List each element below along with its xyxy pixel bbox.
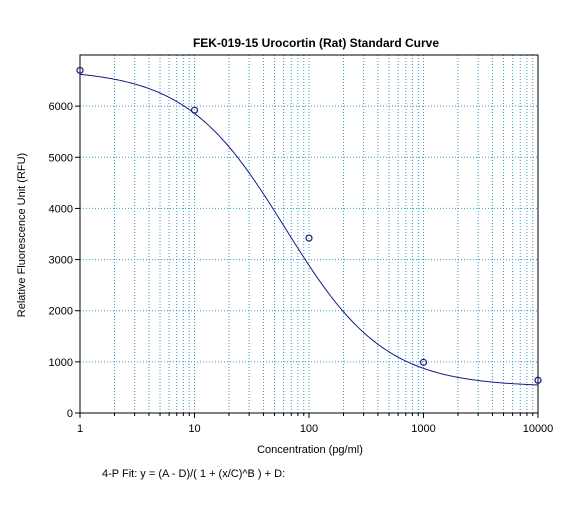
y-tick-label: 1000 [49,357,73,369]
data-point [76,66,84,74]
y-tick-label: 0 [67,408,73,420]
chart-title: FEK-019-15 Urocortin (Rat) Standard Curv… [193,36,439,50]
data-point [305,234,313,242]
y-tick-label: 4000 [49,203,73,215]
y-tick-label: 6000 [49,101,73,113]
x-tick-label: 1 [77,423,83,435]
x-tick-label: 10 [188,423,200,435]
x-tick-label: 1000 [411,423,435,435]
x-axis-label: Concentration (pg/ml) [257,444,363,456]
data-points [76,66,542,384]
y-tick-label: 2000 [49,306,73,318]
x-tick-label: 100 [300,423,318,435]
y-tick-label: 3000 [49,255,73,267]
fit-curve [79,73,539,386]
plot-frame [79,54,539,414]
data-point [190,106,199,114]
y-tick-labels: 0 1000 2000 3000 4000 5000 6000 [49,101,73,420]
x-tick-labels: 1 10 100 1000 10000 [77,423,553,435]
grid [80,55,538,413]
axis-ticks [75,105,539,418]
y-axis-label: Relative Fluorescence Unit (RFU) [16,153,28,317]
data-point [419,358,428,366]
x-tick-label: 10000 [523,423,554,435]
data-point [534,376,542,384]
fit-formula: 4-P Fit: y = (A - D)/( 1 + (x/C)^B ) + D… [102,468,285,480]
y-tick-label: 5000 [49,152,73,164]
